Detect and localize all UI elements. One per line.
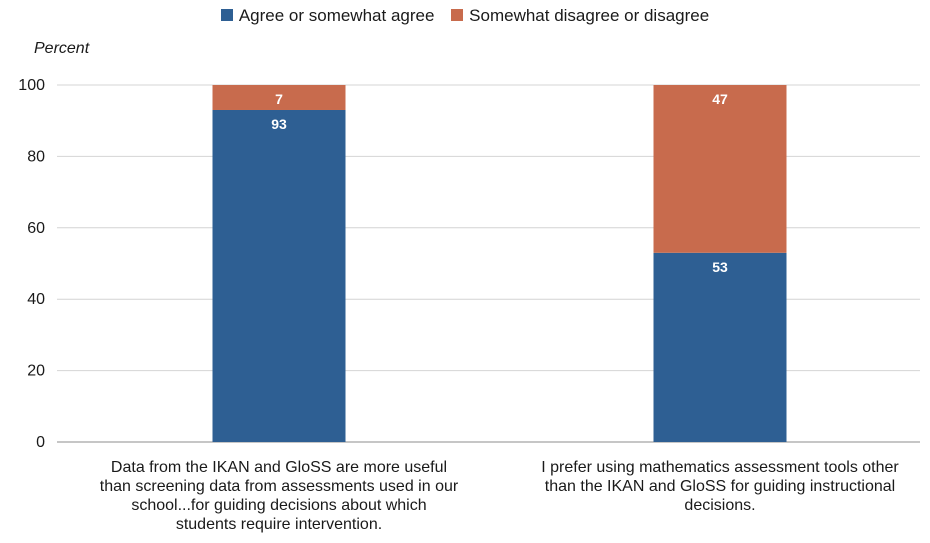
data-label-agree-2: 53 [712, 259, 728, 275]
bar-agree-2 [653, 252, 787, 442]
y-tick-label: 0 [36, 434, 45, 451]
bar-disagree-1 [212, 85, 346, 110]
y-tick-label: 80 [27, 148, 45, 165]
y-tick-label: 60 [27, 220, 45, 237]
legend-item-agree: Agree or somewhat agree [220, 6, 435, 26]
legend-label-disagree: Somewhat disagree or disagree [469, 6, 710, 25]
data-label-disagree-2: 47 [712, 91, 728, 107]
bar-disagree-2 [653, 85, 787, 253]
legend-item-disagree: Somewhat disagree or disagree [451, 6, 709, 26]
data-label-agree-1: 93 [271, 116, 287, 132]
y-axis-label: Percent [34, 40, 90, 57]
y-tick-label: 100 [18, 77, 45, 94]
legend-label-agree: Agree or somewhat agree [238, 6, 435, 25]
legend-swatch-disagree [451, 9, 464, 21]
category-label-1: Data from the IKAN and GloSS are more us… [99, 459, 459, 533]
legend-swatch-agree [220, 9, 233, 21]
y-tick-label: 20 [27, 363, 45, 380]
y-tick-label: 40 [27, 291, 45, 308]
data-label-disagree-1: 7 [275, 91, 283, 107]
legend: Agree or somewhat agree Somewhat disagre… [0, 6, 930, 26]
category-label-2: I prefer using mathematics assessment to… [541, 459, 899, 514]
bar-agree-1 [212, 109, 346, 443]
